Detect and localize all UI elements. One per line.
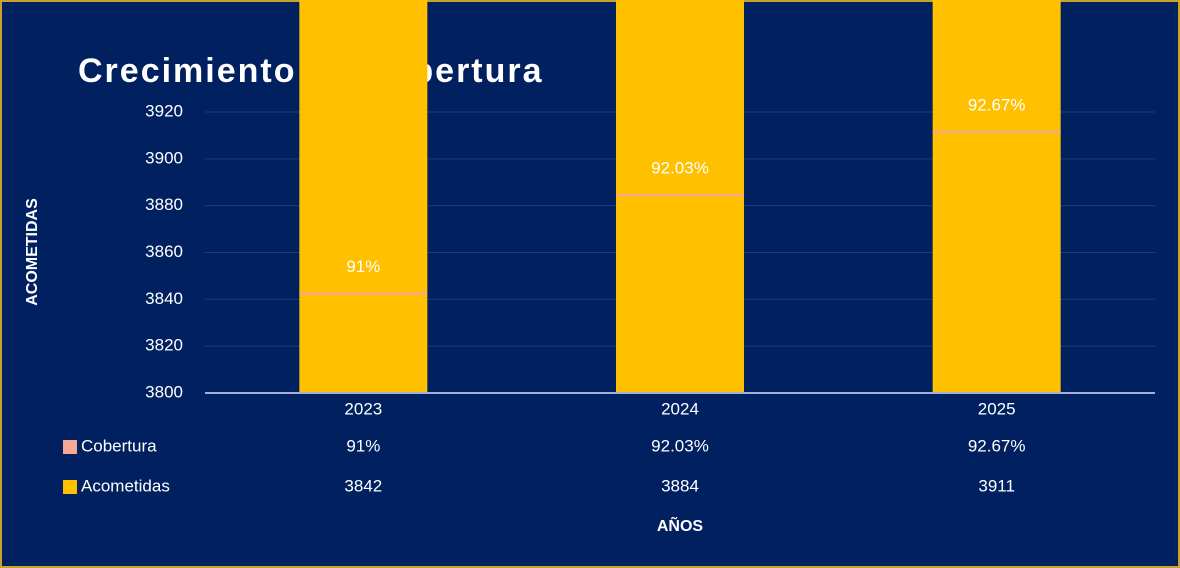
- y-tick-label: 3880: [145, 195, 183, 214]
- data-label: 92.03%: [651, 159, 709, 178]
- y-tick-label: 3900: [145, 148, 183, 167]
- data-label: 91%: [346, 257, 380, 276]
- y-tick-label: 3800: [145, 382, 183, 401]
- y-tick-label: 3820: [145, 336, 183, 355]
- y-axis-title: ACOMETIDAS: [24, 198, 41, 306]
- y-tick-label: 3860: [145, 242, 183, 261]
- table-cell: 3911: [978, 476, 1015, 495]
- y-tick-label: 3840: [145, 289, 183, 308]
- y-tick-label: 3920: [145, 101, 183, 120]
- table-cell: 3842: [344, 476, 382, 495]
- x-tick-label: 2025: [978, 399, 1016, 418]
- legend-label: Cobertura: [81, 436, 157, 455]
- x-axis-title: AÑOS: [657, 515, 704, 535]
- table-cell: 92.67%: [968, 436, 1026, 455]
- x-tick-label: 2024: [661, 399, 699, 418]
- bar-segment: [932, 130, 1061, 134]
- legend-label: Acometidas: [81, 476, 170, 495]
- table-cell: 92.03%: [651, 436, 709, 455]
- x-tick-label: 2023: [344, 399, 382, 418]
- table-cell: 3884: [661, 476, 699, 495]
- bar-segment: [616, 0, 744, 393]
- data-label: 92.67%: [968, 95, 1026, 114]
- bar-segment: [616, 194, 744, 197]
- legend-key: [63, 440, 77, 454]
- table-cell: 91%: [346, 436, 380, 455]
- bar-segment: [299, 0, 428, 393]
- legend-key: [63, 480, 77, 494]
- bar-segment: [932, 0, 1061, 393]
- bar-segment: [299, 292, 428, 295]
